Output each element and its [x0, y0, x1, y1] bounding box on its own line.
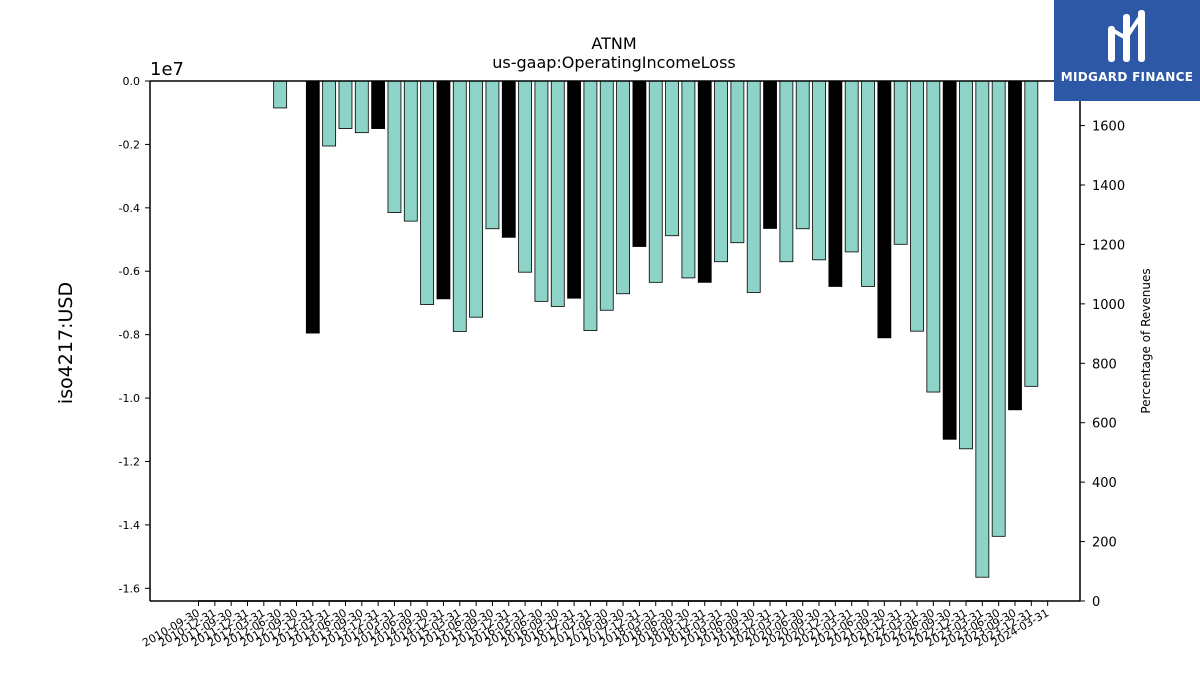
bar-2013-12-31 [371, 80, 386, 129]
y2-tick-label: 0 [1092, 595, 1100, 610]
bar-2023-06-30 [991, 80, 1006, 537]
y2-tick-label: 1000 [1092, 298, 1125, 313]
bar-2018-06-30 [665, 80, 679, 237]
y-axis-ticks: 0.0 -0.2 -0.4 -0.6 -0.8 -1.0 -1.2 -1.4 -1.6 [119, 75, 150, 595]
bar-2015-12-31 [501, 80, 516, 238]
y2-axis-ticks: 0 200 400 600 800 1000 1200 1400 1600 [1080, 120, 1125, 610]
bar-2013-06-30 [338, 80, 353, 129]
bar-2016-12-31 [567, 80, 581, 299]
bar-2013-03-31 [322, 80, 337, 147]
y-offset-label: 1e7 [150, 59, 184, 80]
bar-2013-09-30 [354, 80, 369, 134]
bar-2020-06-30 [795, 80, 810, 230]
chart-subtitle: us-gaap:OperatingIncomeLoss [492, 53, 736, 72]
bar-2021-12-31 [893, 80, 908, 245]
bar-2022-12-31 [959, 80, 973, 450]
y2-tick-label: 1600 [1092, 120, 1125, 135]
bar-2017-09-30 [616, 80, 630, 295]
bar-2022-06-30 [926, 80, 941, 393]
bar-2014-12-31 [436, 80, 451, 300]
bar-2014-09-30 [420, 80, 435, 305]
bar-2015-03-31 [452, 80, 467, 332]
y-axis-label: iso4217:USD [55, 282, 77, 404]
y2-axis-label: Percentage of Revenues [1139, 268, 1153, 413]
y2-tick-label: 800 [1092, 357, 1117, 372]
bar-2018-09-30 [681, 80, 696, 279]
bar-2016-03-31 [518, 80, 532, 273]
y-tick-label: -1.2 [119, 455, 140, 468]
bar-2021-06-30 [861, 80, 875, 287]
chart-title: ATNM [591, 34, 636, 53]
y2-tick-label: 1200 [1092, 238, 1125, 253]
y2-tick-label: 400 [1092, 476, 1117, 491]
y-tick-label: -0.8 [119, 329, 140, 342]
bar-2018-03-31 [648, 80, 663, 283]
y-tick-label: -1.0 [119, 392, 140, 405]
bar-2014-06-30 [403, 80, 418, 222]
bar-2016-09-30 [550, 80, 565, 307]
bar-2022-03-31 [910, 80, 924, 332]
y2-tick-label: 600 [1092, 417, 1117, 432]
bar-2020-09-30 [812, 80, 826, 261]
plot-frame [149, 80, 1081, 602]
bar-2017-06-30 [599, 80, 614, 311]
y2-tick-label: 1400 [1092, 179, 1125, 194]
y-tick-label: -0.6 [119, 265, 140, 278]
bar-2022-09-30 [942, 80, 957, 440]
y-tick-label: -0.2 [119, 138, 140, 151]
bar-2012-06-30 [273, 80, 288, 109]
y-tick-label: -1.4 [119, 519, 140, 532]
bar-2019-12-31 [763, 80, 777, 229]
y-tick-label: -0.4 [119, 202, 140, 215]
bar-2014-03-31 [387, 80, 402, 213]
logo-text: MIDGARD FINANCE [1060, 70, 1194, 84]
bar-2019-06-30 [730, 80, 745, 244]
y-tick-label: -1.6 [119, 582, 140, 595]
logo: MIDGARD FINANCE [1054, 0, 1200, 101]
bar-2020-12-31 [828, 80, 843, 287]
bar-2018-12-31 [697, 80, 712, 283]
bar-2019-09-30 [746, 80, 761, 293]
bar-2023-03-31 [975, 80, 990, 578]
logo-icon [1108, 10, 1145, 62]
bar-group [273, 80, 1039, 578]
x-axis-ticks: 2010-09-302010-12-312011-09-302011-12-31… [140, 601, 1051, 650]
bar-2023-12-31 [1024, 80, 1039, 387]
bar-2017-12-31 [632, 80, 647, 247]
bar-2021-03-31 [844, 80, 859, 253]
bar-2017-03-31 [583, 80, 598, 331]
bar-2021-09-30 [877, 80, 892, 339]
bar-2019-03-31 [714, 80, 728, 263]
y2-tick-label: 200 [1092, 536, 1117, 551]
bar-2020-03-31 [779, 80, 794, 263]
y-tick-label: 0.0 [123, 75, 141, 88]
bar-2016-06-30 [534, 80, 549, 302]
bar-2015-06-30 [469, 80, 484, 318]
bar-2012-12-31 [305, 80, 320, 334]
bar-2023-09-30 [1008, 80, 1022, 411]
bar-2015-09-30 [485, 80, 500, 230]
